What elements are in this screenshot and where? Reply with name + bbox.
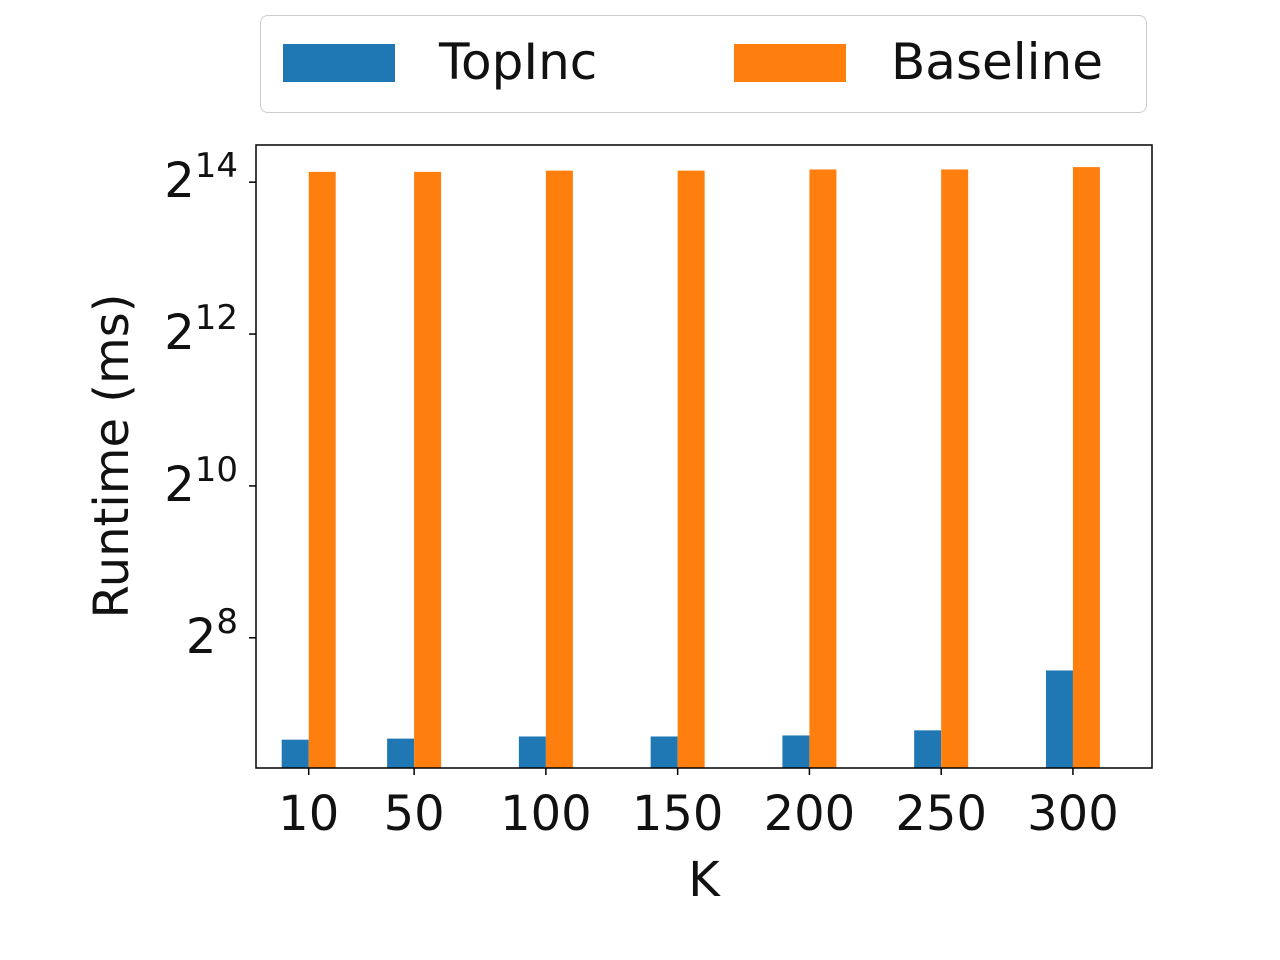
legend-swatch-topinc <box>283 44 395 82</box>
bar-baseline-150 <box>677 170 705 768</box>
x-tick-label-300: 300 <box>1027 786 1119 842</box>
bar-topinc-100 <box>518 736 546 768</box>
plot-frame <box>255 144 1153 769</box>
y-axis-label: Runtime (ms) <box>84 294 140 619</box>
x-axis-label: K <box>688 852 721 908</box>
y-tick-label: 210 <box>164 450 238 513</box>
x-tick-label-100: 100 <box>500 786 592 842</box>
bar-baseline-10 <box>308 171 336 769</box>
y-tick-label: 28 <box>186 602 238 665</box>
bar-topinc-300 <box>1045 670 1073 768</box>
bar-baseline-50 <box>414 171 442 769</box>
bar-topinc-50 <box>387 738 415 768</box>
bar-topinc-10 <box>281 739 309 768</box>
bar-topinc-150 <box>650 736 678 768</box>
y-tick-label: 212 <box>164 298 238 361</box>
y-axis: 28 210 212 214 <box>164 146 256 665</box>
x-tick-label-250: 250 <box>895 786 987 842</box>
x-tick-label-150: 150 <box>632 786 724 842</box>
x-tick-label-10: 10 <box>278 786 339 842</box>
bar-baseline-250 <box>941 169 969 769</box>
bar-baseline-100 <box>545 170 573 768</box>
y-tick-label: 214 <box>164 146 238 209</box>
bar-baseline-200 <box>809 169 837 769</box>
legend-label-baseline: Baseline <box>891 33 1103 91</box>
bar-baseline-300 <box>1072 167 1100 769</box>
bar-topinc-200 <box>782 735 810 768</box>
legend: TopInc Baseline <box>260 15 1147 113</box>
legend-label-topinc: TopInc <box>439 33 598 91</box>
bar-topinc-250 <box>914 730 942 768</box>
x-axis: 10 50 100 150 200 250 300 <box>278 768 1119 842</box>
legend-swatch-baseline <box>734 44 846 82</box>
x-tick-label-200: 200 <box>764 786 856 842</box>
x-tick-label-50: 50 <box>384 786 445 842</box>
bars-group <box>281 167 1100 769</box>
